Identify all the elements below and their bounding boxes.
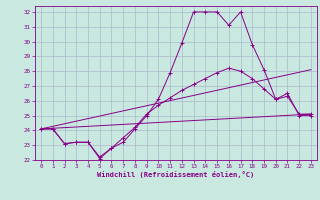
X-axis label: Windchill (Refroidissement éolien,°C): Windchill (Refroidissement éolien,°C) bbox=[97, 171, 255, 178]
